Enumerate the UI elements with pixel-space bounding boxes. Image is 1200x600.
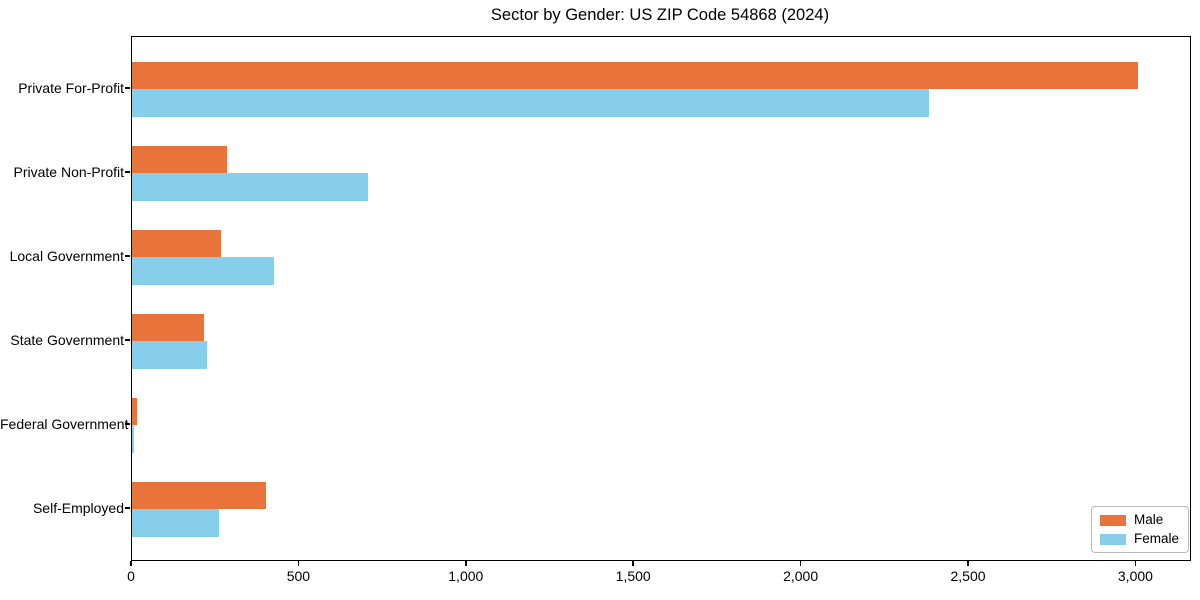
legend-item-female: Female: [1100, 532, 1179, 546]
y-axis-tick: [125, 87, 130, 89]
y-axis-tick: [125, 255, 130, 257]
y-axis-tick: [125, 423, 130, 425]
bar-female-federal-government: [132, 425, 134, 453]
x-axis-tick: [967, 560, 969, 566]
bar-male-private-for-profit: [132, 61, 1139, 89]
legend-swatch-male: [1100, 514, 1126, 526]
legend-item-male: Male: [1100, 513, 1179, 527]
bar-female-self-employed: [132, 509, 220, 537]
bar-male-federal-government: [132, 397, 138, 425]
x-axis-tick: [632, 560, 634, 566]
bar-female-local-government: [132, 257, 275, 285]
x-axis-tick: [297, 560, 300, 566]
y-axis-label-federal-government: Federal Government: [0, 416, 129, 432]
y-axis-tick: [125, 171, 130, 173]
x-axis-tick: [1134, 560, 1137, 566]
x-axis-tick: [465, 560, 467, 566]
x-axis-tick-label: 500: [286, 568, 311, 584]
chart-title: Sector by Gender: US ZIP Code 54868 (202…: [490, 6, 830, 24]
legend-swatch-female: [1100, 533, 1126, 545]
bar-male-state-government: [132, 313, 204, 341]
x-axis-tick: [130, 560, 132, 566]
bar-female-private-non-profit: [132, 173, 369, 201]
y-axis-label-self-employed: Self-Employed: [32, 500, 124, 516]
y-axis-tick: [125, 339, 130, 341]
legend-label: Male: [1134, 512, 1164, 527]
legend: Male Female: [1091, 506, 1190, 553]
legend-label: Female: [1134, 531, 1180, 546]
bar-male-local-government: [132, 229, 221, 257]
x-axis-tick: [799, 560, 802, 566]
y-axis-tick: [125, 507, 130, 509]
x-axis-tick-label: 0: [127, 568, 135, 584]
plot-area: [131, 36, 1191, 561]
y-axis-label-state-government: State Government: [10, 332, 124, 348]
y-axis-label-private-for-profit: Private For-Profit: [18, 80, 124, 96]
bar-male-self-employed: [132, 481, 266, 509]
x-axis-tick-label: 3,000: [1117, 568, 1153, 584]
bar-female-state-government: [132, 341, 208, 369]
bar-female-private-for-profit: [132, 89, 929, 117]
x-axis-tick-label: 2,500: [950, 568, 986, 584]
x-axis-tick-label: 1,500: [615, 568, 651, 584]
y-axis-label-private-non-profit: Private Non-Profit: [13, 164, 124, 180]
x-axis-tick-label: 2,000: [783, 568, 819, 584]
bar-male-private-non-profit: [132, 145, 228, 173]
y-axis-label-local-government: Local Government: [9, 248, 124, 264]
x-axis-tick-label: 1,000: [448, 568, 484, 584]
